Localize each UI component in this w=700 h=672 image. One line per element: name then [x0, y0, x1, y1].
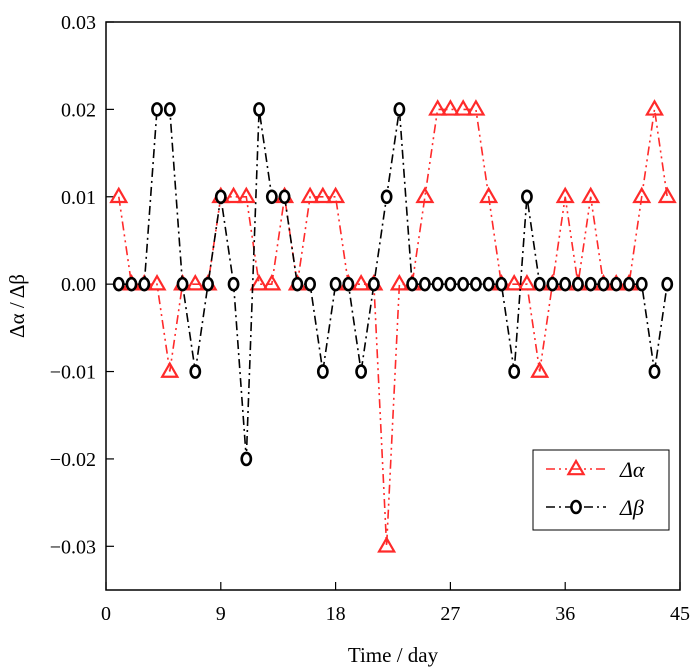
- data-point-delta-beta: [329, 276, 342, 292]
- data-point-delta-beta: [112, 276, 125, 292]
- data-point-delta-alpha: [644, 99, 664, 116]
- y-tick-label: −0.01: [50, 362, 96, 384]
- data-point-delta-alpha: [479, 186, 499, 204]
- data-point-delta-alpha: [530, 361, 550, 378]
- data-point-delta-beta: [393, 102, 406, 117]
- data-point-delta-alpha: [657, 186, 677, 204]
- data-point-delta-beta: [457, 276, 470, 292]
- data-point-delta-beta: [559, 276, 572, 292]
- data-point-delta-alpha: [185, 273, 205, 291]
- data-point-delta-alpha: [326, 186, 346, 204]
- data-point-delta-beta: [278, 189, 291, 205]
- data-point-delta-beta: [623, 276, 635, 292]
- data-point-delta-beta: [240, 451, 253, 467]
- data-point-delta-alpha: [351, 273, 371, 291]
- axis-ticks: 0 9 18 27 36 45 0.03 0.02 0.01 0.00 −0.01 −0.02 −0.0…: [50, 12, 690, 625]
- y-tick-label: 0.01: [61, 187, 96, 209]
- y-tick-label: 0.03: [61, 12, 96, 34]
- data-point-delta-alpha: [262, 273, 282, 291]
- data-point-delta-beta: [572, 276, 584, 292]
- data-point-delta-beta: [189, 364, 202, 379]
- data-point-delta-beta: [253, 102, 265, 117]
- x-tick-label: 18: [326, 603, 346, 625]
- data-point-delta-beta: [406, 276, 419, 292]
- y-axis-title: Δα / Δβ: [5, 274, 29, 338]
- series-layer: [109, 99, 677, 553]
- data-point-delta-beta: [635, 276, 648, 292]
- data-point-delta-beta: [214, 189, 227, 205]
- data-point-delta-beta: [138, 276, 151, 292]
- data-point-delta-beta: [304, 276, 316, 292]
- data-point-delta-beta: [151, 102, 163, 117]
- x-tick-label: 9: [216, 603, 226, 625]
- legend-label-delta-beta: Δβ: [619, 495, 644, 520]
- data-point-delta-alpha: [453, 99, 473, 116]
- data-point-delta-alpha: [632, 186, 652, 204]
- legend-marker-delta-alpha: [566, 458, 586, 476]
- x-tick-label: 27: [440, 603, 460, 625]
- data-point-delta-beta: [597, 276, 610, 292]
- data-point-delta-beta: [661, 276, 674, 292]
- data-point-delta-alpha: [160, 361, 180, 378]
- data-point-delta-beta: [265, 189, 278, 205]
- data-point-delta-alpha: [504, 273, 524, 291]
- y-tick-label: 0.02: [61, 99, 96, 121]
- data-point-delta-beta: [482, 276, 495, 292]
- data-point-delta-beta: [316, 364, 329, 379]
- y-tick-label: 0.00: [61, 274, 96, 296]
- data-point-delta-beta: [521, 189, 533, 205]
- legend-box: [532, 449, 670, 531]
- data-point-delta-beta: [444, 276, 457, 292]
- data-point-delta-beta: [291, 276, 304, 292]
- data-point-delta-alpha: [109, 186, 129, 204]
- data-point-delta-alpha: [224, 186, 244, 204]
- legend-marker-delta-beta: [570, 499, 582, 515]
- legend: Δα Δβ: [532, 449, 670, 531]
- legend-label-delta-alpha: Δα: [619, 457, 645, 482]
- data-point-delta-alpha: [466, 99, 486, 116]
- data-point-delta-beta: [508, 364, 521, 379]
- x-axis-title: Time / day: [348, 643, 439, 667]
- data-point-delta-beta: [431, 276, 444, 292]
- data-point-delta-beta: [546, 276, 559, 292]
- x-tick-label: 45: [670, 603, 690, 625]
- data-point-delta-alpha: [300, 186, 320, 204]
- data-point-delta-alpha: [389, 273, 409, 291]
- y-tick-label: −0.03: [50, 536, 96, 558]
- data-point-delta-beta: [418, 276, 431, 292]
- series-delta-beta: [112, 102, 674, 467]
- data-point-delta-beta: [648, 364, 661, 379]
- data-point-delta-alpha: [147, 273, 167, 291]
- data-point-delta-beta: [202, 276, 214, 292]
- data-point-delta-beta: [380, 189, 393, 205]
- x-tick-label: 36: [555, 603, 575, 625]
- data-point-delta-beta: [176, 276, 189, 292]
- data-point-delta-beta: [495, 276, 508, 292]
- y-tick-label: −0.02: [50, 449, 96, 471]
- data-point-delta-alpha: [249, 273, 269, 291]
- data-point-delta-beta: [610, 276, 623, 292]
- data-point-delta-beta: [342, 276, 355, 292]
- x-tick-label: 0: [101, 603, 111, 625]
- data-point-delta-beta: [355, 364, 368, 379]
- data-point-delta-beta: [227, 276, 240, 292]
- data-point-delta-beta: [163, 102, 176, 117]
- data-point-delta-beta: [125, 276, 138, 292]
- data-point-delta-beta: [470, 276, 482, 292]
- data-point-delta-beta: [584, 276, 597, 292]
- data-point-delta-alpha: [415, 186, 435, 204]
- data-point-delta-beta: [533, 276, 546, 292]
- data-point-delta-alpha: [517, 273, 537, 291]
- data-point-delta-alpha: [313, 186, 333, 204]
- data-point-delta-alpha: [236, 186, 256, 204]
- data-point-delta-alpha: [555, 186, 575, 204]
- data-point-delta-alpha: [377, 536, 397, 553]
- data-point-delta-beta: [367, 276, 380, 292]
- data-point-delta-alpha: [428, 99, 448, 116]
- series-line-delta-alpha: [118, 108, 668, 547]
- data-point-delta-alpha: [581, 186, 601, 204]
- data-point-delta-alpha: [440, 99, 460, 116]
